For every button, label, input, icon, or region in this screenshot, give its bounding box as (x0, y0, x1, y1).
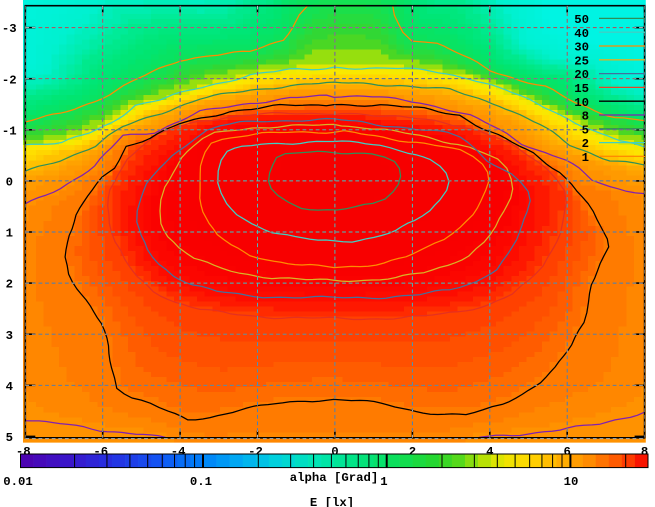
svg-text:5: 5 (6, 431, 13, 445)
svg-text:4: 4 (6, 380, 14, 394)
svg-text:6: 6 (564, 445, 571, 459)
svg-text:1: 1 (582, 151, 589, 165)
svg-text:8: 8 (582, 110, 589, 124)
svg-text:0: 0 (6, 176, 13, 190)
svg-text:5: 5 (582, 123, 589, 137)
svg-text:2: 2 (582, 137, 589, 151)
svg-text:15: 15 (574, 82, 589, 96)
svg-text:50: 50 (574, 13, 589, 27)
svg-text:1: 1 (380, 475, 387, 489)
svg-text:3: 3 (6, 329, 13, 343)
svg-text:10: 10 (574, 96, 589, 110)
svg-text:2: 2 (6, 278, 13, 292)
svg-text:1: 1 (6, 227, 13, 241)
svg-text:2: 2 (409, 445, 416, 459)
svg-text:8: 8 (641, 445, 648, 459)
svg-text:10: 10 (564, 475, 579, 489)
svg-text:-3: -3 (2, 22, 17, 36)
svg-text:0.1: 0.1 (190, 475, 212, 489)
svg-text:-1: -1 (2, 124, 17, 138)
svg-text:4: 4 (486, 445, 494, 459)
svg-text:alpha [Grad]: alpha [Grad] (290, 471, 379, 485)
svg-text:0.01: 0.01 (3, 475, 33, 489)
svg-text:25: 25 (574, 54, 589, 68)
svg-text:E [lx]: E [lx] (310, 496, 354, 507)
svg-text:0: 0 (331, 445, 338, 459)
svg-text:30: 30 (574, 41, 589, 55)
svg-text:20: 20 (574, 68, 589, 82)
svg-text:40: 40 (574, 27, 589, 41)
svg-text:-2: -2 (2, 73, 17, 87)
